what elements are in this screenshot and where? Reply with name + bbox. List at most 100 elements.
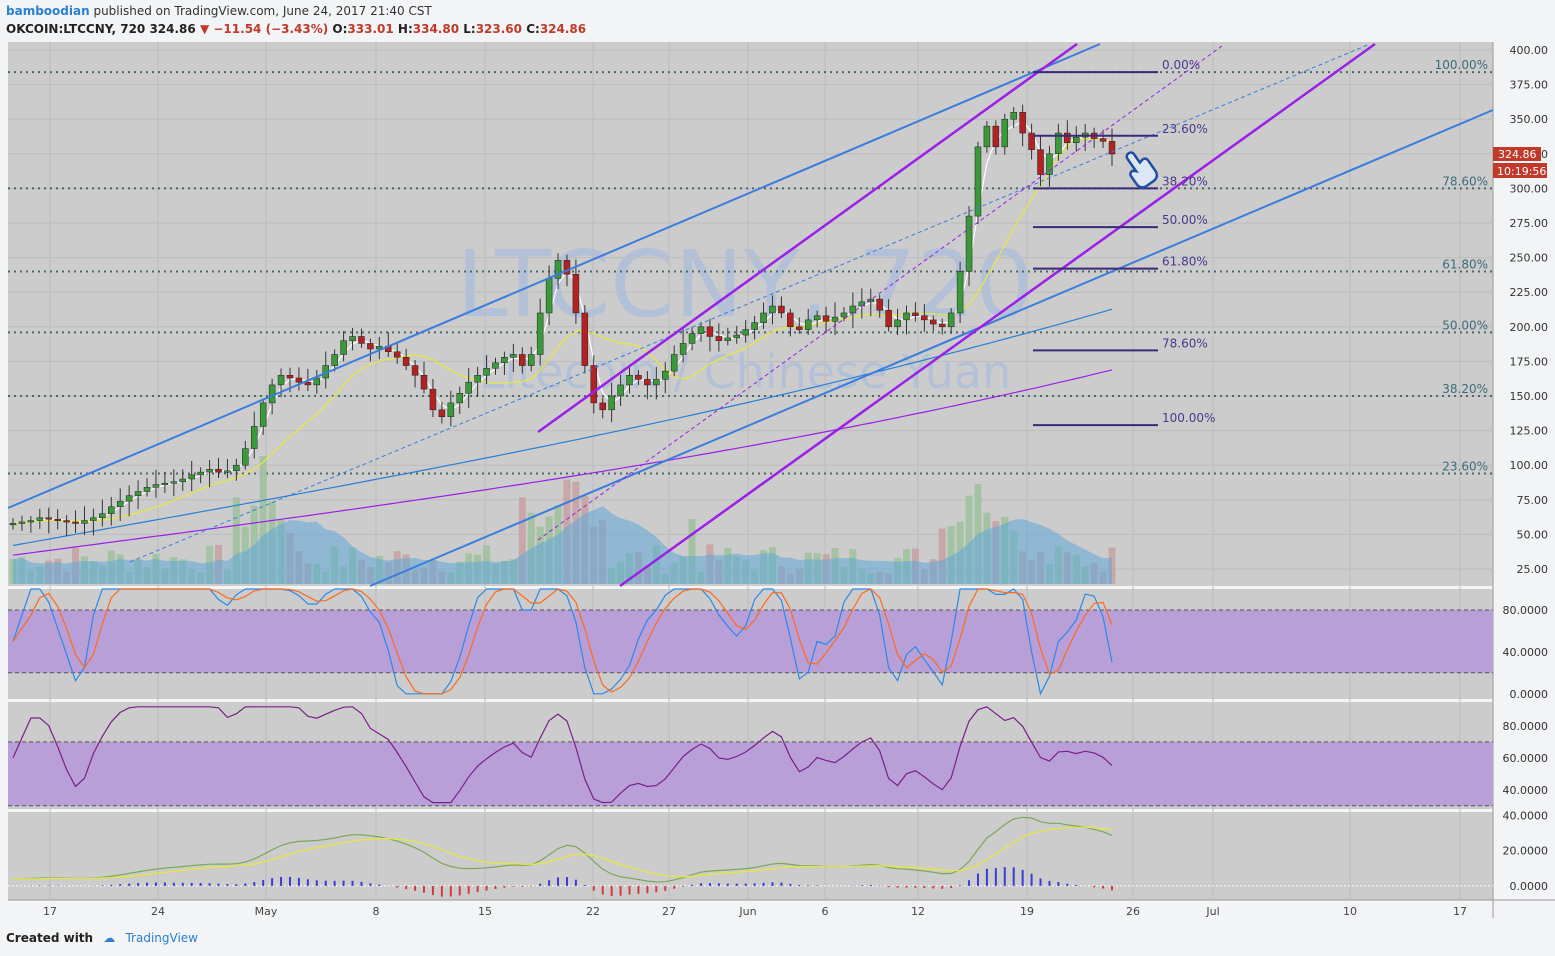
candle-body [706,326,714,337]
candle-body [778,305,785,314]
candle-body [1010,112,1017,120]
macd-tick-label: 20.0000 [1503,845,1549,858]
candle-body [143,487,151,492]
candle-body [510,354,517,358]
x-tick-label: May [255,905,278,918]
fib-retracement-label: 61.80% [1162,255,1208,269]
sma-fast-line [12,120,1113,524]
y-tick-label: 25.00 [1517,563,1549,576]
candle-body [152,484,160,488]
candle-body [393,351,401,358]
tradingview-link[interactable]: TradingView [125,931,198,945]
candle-body [99,513,106,519]
candle-body [885,309,892,328]
candle-body [54,518,61,521]
candle-body [796,326,803,330]
candle-body [277,374,285,386]
volume-bar [947,526,955,584]
candle-body [438,409,446,418]
candle-body [947,312,955,328]
candle-body [1046,153,1053,175]
volume-bar [232,497,240,584]
candle-body [429,388,437,411]
candle-body [233,464,240,471]
candle-body [742,329,749,336]
hand-pointer-icon [1125,151,1159,189]
candle-body [527,354,535,366]
countdown-badge [1493,163,1547,178]
publish-info: bamboodian published on TradingView.com,… [6,4,432,18]
author-link[interactable]: bamboodian [6,4,90,18]
last-price-badge-text: 324.86 [1498,148,1537,161]
candle-body [420,374,428,390]
candle-body [697,326,705,334]
candle-body [921,315,928,321]
x-tick-label: 12 [911,905,925,918]
candle-body [974,146,982,217]
candle-body [9,523,17,526]
fib-level-label: 50.00% [1442,318,1488,332]
fib-retracement-label: 0.00% [1162,58,1200,72]
purple-channel-mid [537,45,1223,541]
stochastic-tick-label: 0.0000 [1510,688,1549,701]
candle-body [188,474,195,480]
low-label: L: [463,22,476,36]
candle-body [644,379,651,386]
y-tick-label: 400.00 [1510,44,1549,57]
candle-body [367,343,374,350]
candle-body [349,336,356,341]
rsi-tick-label: 80.0000 [1503,720,1549,733]
candle-body [1019,112,1026,134]
candle-body [572,273,580,314]
macd-pane[interactable] [8,812,1493,900]
x-tick-label: 17 [43,905,57,918]
high-value: 334.80 [412,22,460,36]
y-tick-label: 125.00 [1510,425,1549,438]
candle-body [90,517,97,521]
candle-body [402,356,410,366]
purple-channel-upper [537,42,1078,434]
rsi-tick-label: 40.0000 [1503,784,1549,797]
close-label: C: [526,22,540,36]
candle-body [81,520,88,524]
macd-tick-label: 0.0000 [1510,880,1549,893]
candle-body [250,426,258,449]
y-tick-label: 375.00 [1510,79,1549,92]
candle-body [670,354,678,372]
candle-body [1108,141,1116,155]
candle-body [45,517,52,520]
candle-body [635,374,642,380]
candle-body [501,356,508,364]
y-tick-label: 275.00 [1510,217,1549,230]
candle-body [653,379,660,386]
candle-body [313,377,321,386]
candle-body [483,368,490,376]
candle-body [411,365,419,376]
candle-body [822,315,830,322]
volume-bar [518,497,526,584]
volume-bar [250,505,258,584]
last-price: 324.86 [149,22,196,36]
volume-average-area [13,506,1112,584]
x-tick-label: Jul [1205,905,1219,918]
y-tick-label: 100.00 [1510,459,1549,472]
rsi-line [12,706,1113,804]
candle-body [733,334,740,339]
candle-body [331,354,338,366]
close-value: 324.86 [539,22,587,36]
candle-body [724,337,732,341]
x-tick-label: 8 [373,905,380,918]
candle-body [1001,118,1009,148]
low-value: 323.60 [475,22,523,36]
price-pane[interactable] [8,42,1493,586]
y-tick-label: 50.00 [1517,528,1549,541]
tradingview-logo-icon[interactable]: ☁ [103,931,116,945]
candle-body [840,312,848,318]
candle-body [536,312,544,355]
candle-body [867,298,875,303]
candle-body [1099,138,1107,142]
candle-body [590,365,598,404]
y-tick-label: 225.00 [1510,286,1549,299]
symbol-label: OKCOIN:LTCCNY, 720 [6,22,146,36]
